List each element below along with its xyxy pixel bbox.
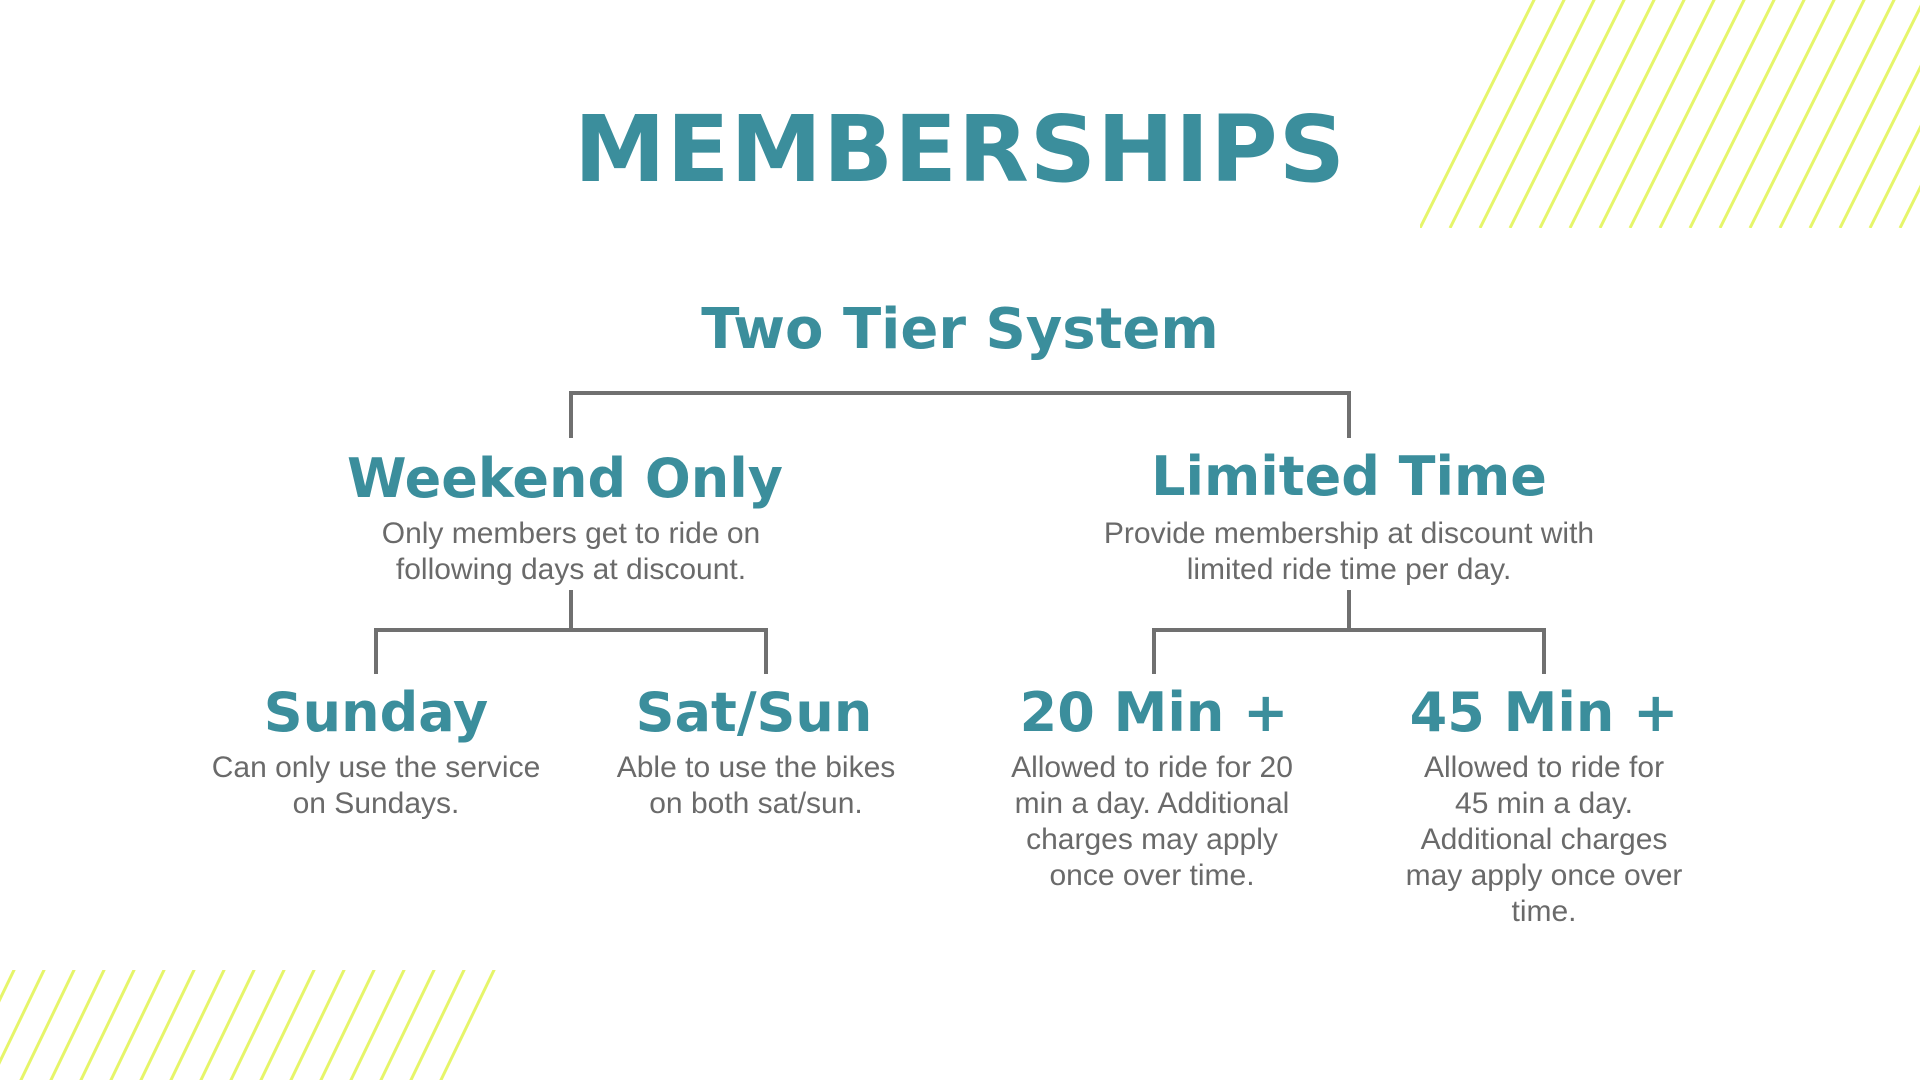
option-20-min-label: 20 Min +: [1019, 681, 1289, 744]
option-sat-sun-desc: Able to use the bikes on both sat/sun.: [617, 750, 896, 822]
page-title: MEMBERSHIPS: [574, 96, 1346, 203]
desc-line: Additional charges: [1420, 823, 1668, 856]
desc-line: time.: [1511, 895, 1577, 928]
option-sunday-label: Sunday: [263, 681, 489, 744]
desc-line: following days at discount.: [395, 553, 747, 586]
option-45-min-desc: Allowed to ride for 45 min a day. Additi…: [1406, 750, 1683, 930]
stripes-top-right: [1420, 0, 1920, 228]
option-sunday-desc: Can only use the service on Sundays.: [212, 750, 541, 822]
stripes-bottom-left: [0, 970, 496, 1080]
weekend-connector: [374, 590, 768, 674]
root-node-label: Two Tier System: [701, 297, 1219, 362]
option-20-min-desc: Allowed to ride for 20 min a day. Additi…: [1011, 750, 1293, 894]
desc-line: 45 min a day.: [1455, 787, 1633, 820]
desc-line: may apply once over: [1405, 859, 1683, 892]
tier-limited-time-label: Limited Time: [1151, 445, 1547, 508]
desc-line: Allowed to ride for 20: [1011, 751, 1293, 784]
desc-line: Can only use the service: [211, 751, 541, 784]
limited-connector: [1152, 590, 1546, 674]
desc-line: min a day. Additional: [1014, 787, 1290, 820]
desc-line: limited ride time per day.: [1186, 553, 1512, 586]
desc-line: once over time.: [1049, 859, 1255, 892]
desc-line: on Sundays.: [292, 787, 460, 820]
desc-line: Able to use the bikes: [616, 751, 896, 784]
tier-limited-time-desc: Provide membership at discount with limi…: [1104, 516, 1594, 588]
desc-line: Allowed to ride for: [1423, 751, 1665, 784]
tier-weekend-only-desc: Only members get to ride on following da…: [382, 516, 761, 588]
tier-weekend-only-label: Weekend Only: [347, 447, 783, 510]
desc-line: Only members get to ride on: [381, 517, 761, 550]
root-connector: [569, 391, 1351, 438]
desc-line: charges may apply: [1026, 823, 1278, 856]
desc-line: on both sat/sun.: [649, 787, 863, 820]
option-sat-sun-label: Sat/Sun: [635, 681, 873, 744]
option-45-min-label: 45 Min +: [1409, 681, 1679, 744]
desc-line: Provide membership at discount with: [1103, 517, 1595, 550]
